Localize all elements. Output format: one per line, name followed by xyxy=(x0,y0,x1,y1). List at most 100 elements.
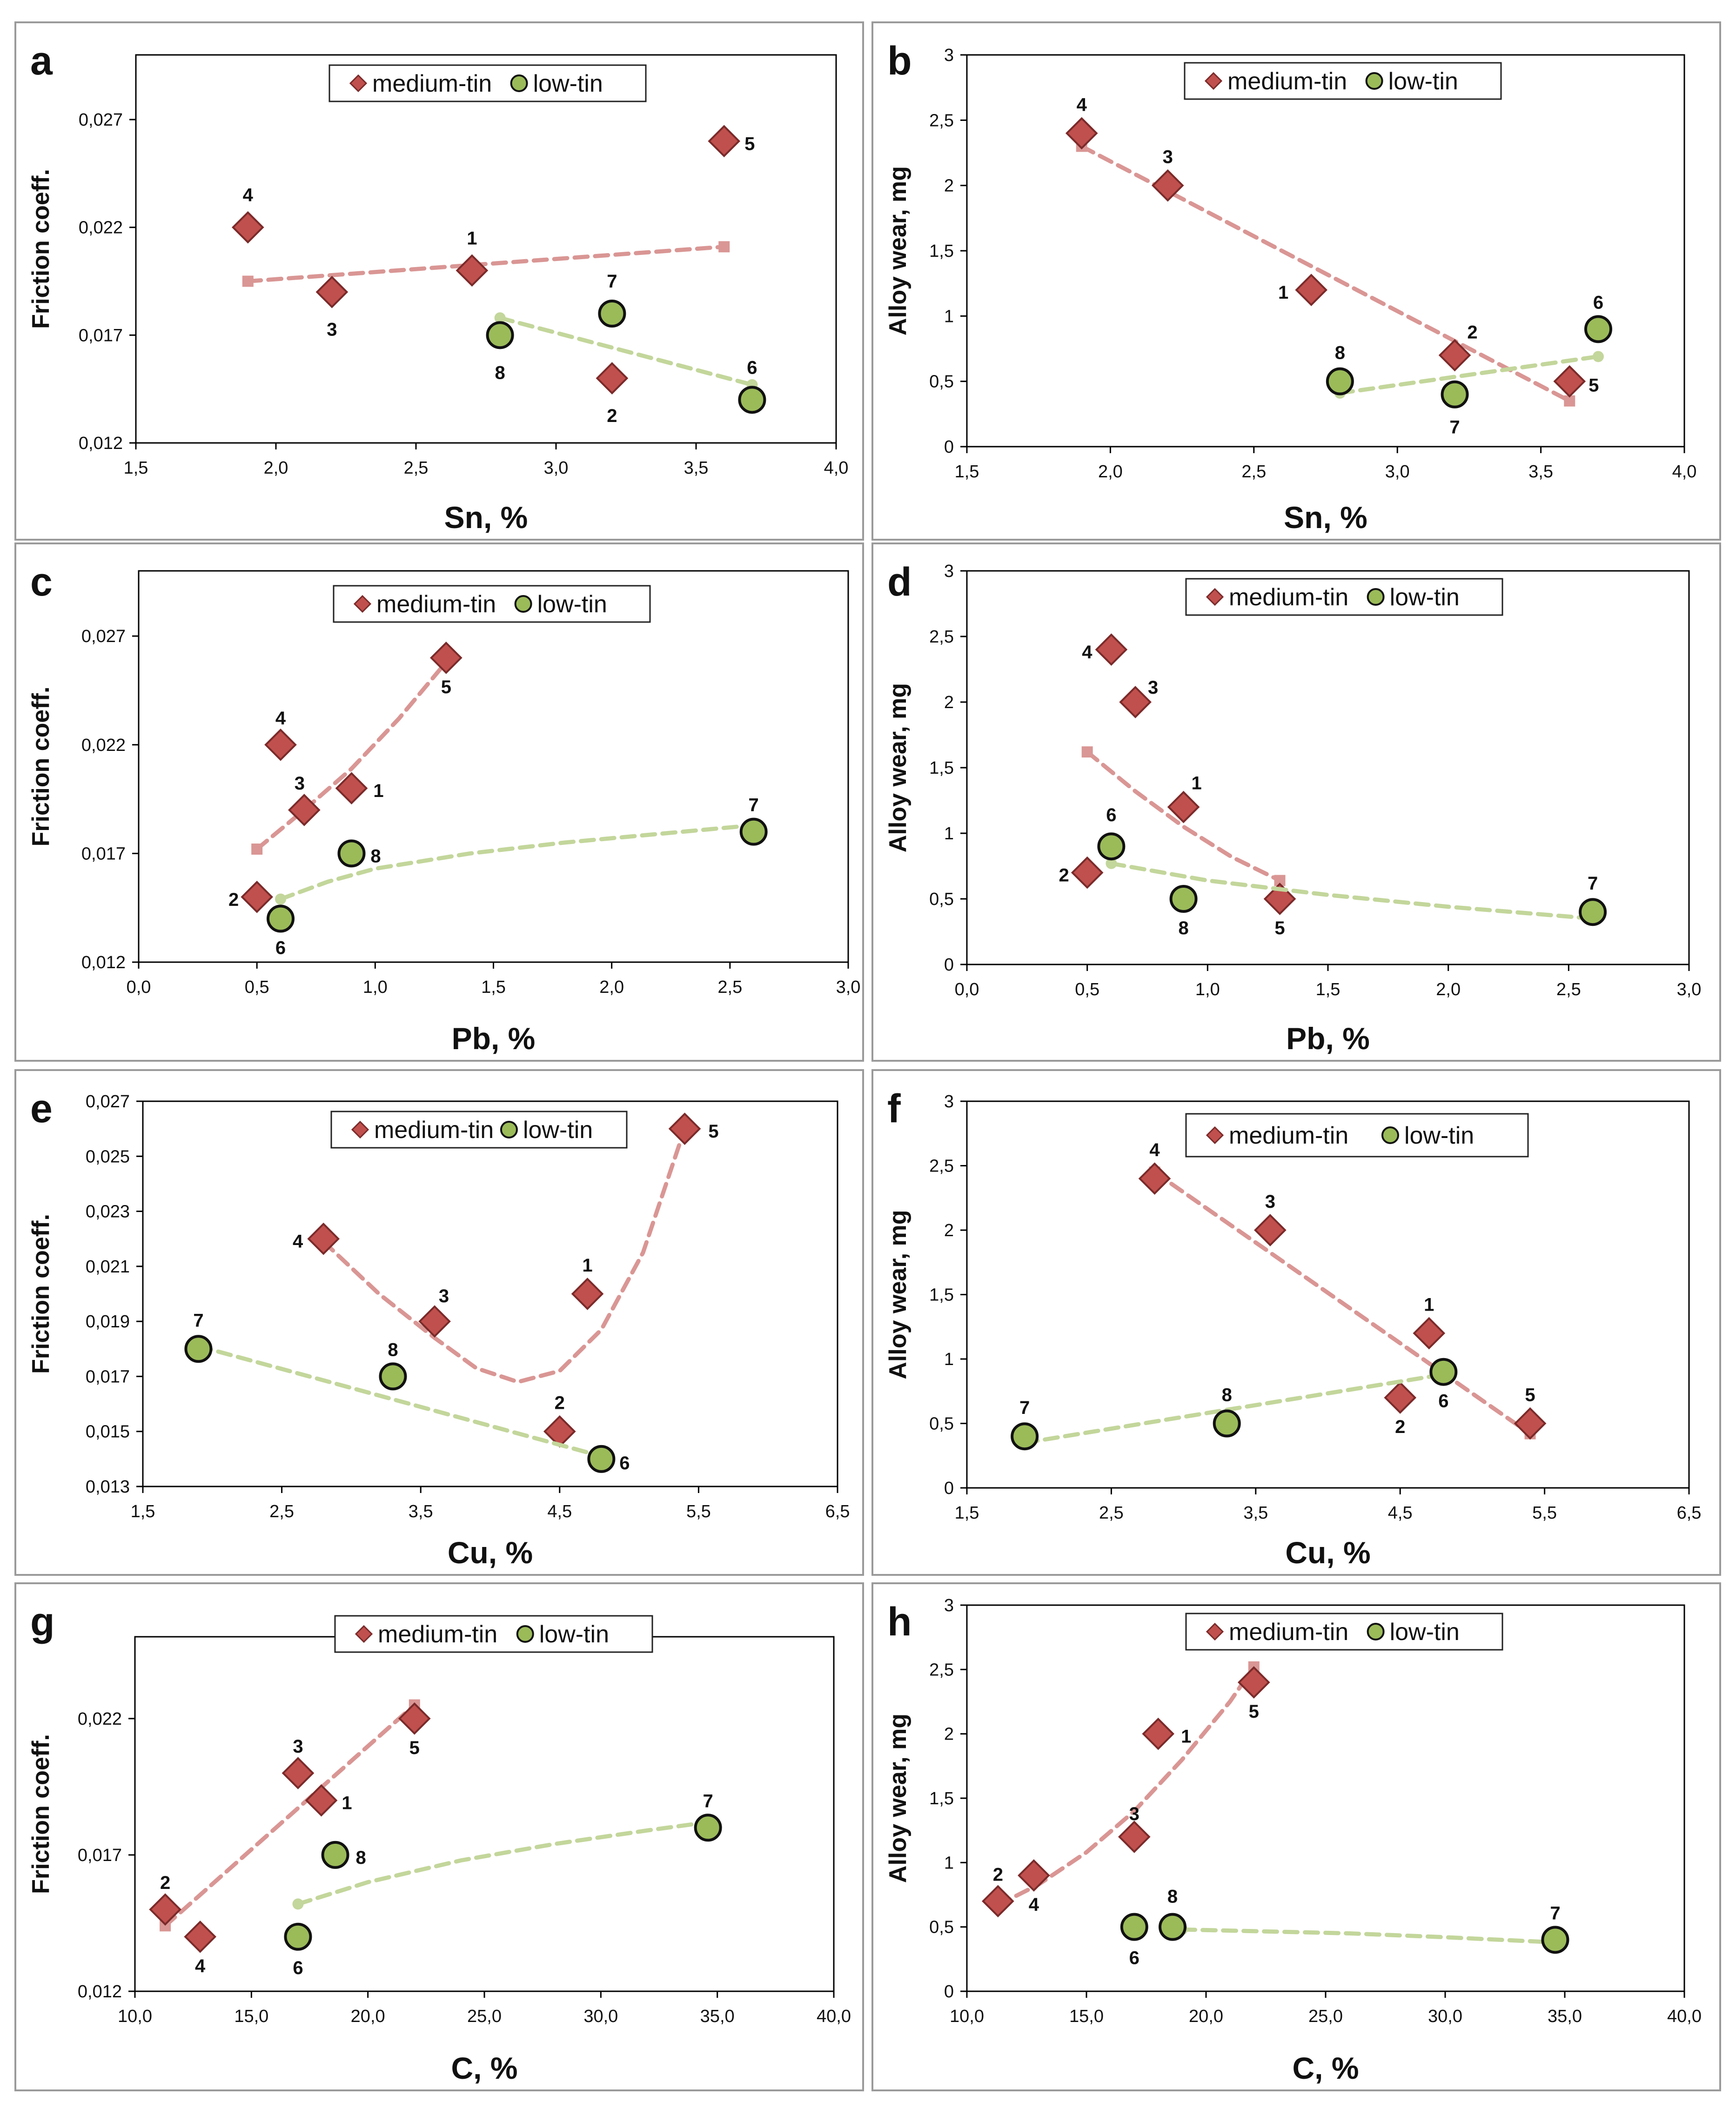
y-tick-label: 0,015 xyxy=(86,1422,130,1442)
x-tick-label: 2,0 xyxy=(1098,462,1123,482)
data-point-medium-3 xyxy=(1151,169,1184,202)
panel-letter: a xyxy=(30,39,53,83)
x-tick-label: 4,5 xyxy=(1388,1503,1413,1523)
y-tick-label: 0 xyxy=(944,1479,954,1498)
legend-marker-medium xyxy=(355,1625,373,1643)
data-point-medium-2 xyxy=(981,1885,1014,1918)
point-label: 6 xyxy=(275,938,286,958)
data-point-low-7 xyxy=(739,817,768,846)
y-axis-title: Alloy wear, mg xyxy=(885,166,912,335)
legend-marker-low xyxy=(500,1121,518,1138)
x-tick-label: 25,0 xyxy=(1308,2007,1343,2026)
data-point-low-8 xyxy=(1159,1913,1187,1941)
legend-label-low: low-tin xyxy=(537,591,607,618)
data-point-medium-1 xyxy=(335,772,368,805)
point-label: 8 xyxy=(370,846,381,866)
x-axis-title: C, % xyxy=(1292,2051,1359,2085)
y-tick-label: 0,5 xyxy=(929,1918,954,1937)
data-point-low-7 xyxy=(598,300,626,328)
data-point-medium-4 xyxy=(1095,633,1128,666)
data-point-low-6 xyxy=(1120,1913,1148,1941)
y-tick-label: 2,5 xyxy=(929,1157,954,1176)
panel-letter: g xyxy=(30,1600,55,1644)
legend-marker-low xyxy=(516,1625,534,1643)
data-point-medium-5 xyxy=(430,642,462,674)
x-tick-label: 20,0 xyxy=(1189,2007,1223,2026)
x-tick-label: 35,0 xyxy=(1548,2007,1582,2026)
data-point-medium-3 xyxy=(282,1757,315,1789)
data-point-low-8 xyxy=(337,839,366,868)
data-point-medium-3 xyxy=(315,275,349,308)
data-point-medium-1 xyxy=(571,1278,604,1310)
y-tick-label: 0,017 xyxy=(79,326,123,345)
trend-endpoint xyxy=(242,275,254,287)
data-point-medium-4 xyxy=(1138,1162,1171,1195)
point-label: 8 xyxy=(1222,1385,1232,1406)
legend-label-medium: medium-tin xyxy=(1229,1122,1348,1149)
x-axis-title: Sn, % xyxy=(444,500,528,535)
data-point-medium-2 xyxy=(1071,856,1104,889)
data-point-medium-1 xyxy=(305,1784,338,1817)
chart-e: e 0,013 0,015 0,017 0,019 0,021 0,023 0,025 0,02… xyxy=(27,1086,850,1570)
legend-label-medium: medium-tin xyxy=(1227,68,1347,95)
y-tick-label: 0,012 xyxy=(79,434,123,453)
data-point-low-7 xyxy=(694,1814,722,1842)
data-point-medium-4 xyxy=(1018,1859,1050,1892)
chart-f: f 0 0,5 1 1,5 2 2,5 3 1,5 2,5 3,5 4,5 5,5 6,5 Cu, % All… xyxy=(885,1086,1701,1570)
point-label: 1 xyxy=(582,1255,592,1276)
y-tick-label: 3 xyxy=(944,1092,954,1111)
data-point-low-7 xyxy=(184,1335,213,1363)
trendline-medium-tin xyxy=(246,244,726,283)
legend-box xyxy=(334,1615,653,1653)
point-label: 2 xyxy=(555,1393,565,1413)
legend-label-medium: medium-tin xyxy=(374,1117,494,1144)
x-tick-label: 15,0 xyxy=(234,2007,268,2026)
x-tick-label: 2,0 xyxy=(264,458,288,478)
point-label: 1 xyxy=(467,228,477,248)
point-label: 6 xyxy=(1129,1948,1139,1968)
plot-area xyxy=(966,570,1690,965)
x-tick-label: 6,5 xyxy=(1677,1503,1702,1523)
legend-label-low: low-tin xyxy=(1390,1619,1460,1646)
point-label: 3 xyxy=(1129,1804,1139,1824)
y-tick-label: 0,022 xyxy=(81,736,126,755)
legend-marker-medium xyxy=(353,595,372,613)
y-tick-label: 0 xyxy=(944,437,954,457)
y-tick-label: 3 xyxy=(944,562,954,581)
point-label: 8 xyxy=(495,362,505,383)
point-label: 4 xyxy=(195,1956,206,1976)
trendline-low-tin xyxy=(1109,861,1595,921)
y-tick-label: 2,5 xyxy=(929,1660,954,1680)
x-tick-label: 20,0 xyxy=(351,2007,385,2026)
panel-letter: b xyxy=(887,39,912,83)
point-label: 2 xyxy=(607,406,617,426)
y-tick-label: 2 xyxy=(944,176,954,196)
point-label: 1 xyxy=(1181,1727,1191,1747)
x-tick-label: 40,0 xyxy=(817,2007,851,2026)
panel-letter: e xyxy=(30,1086,53,1131)
legend-box xyxy=(330,1111,628,1149)
y-axis-title: Friction coeff. xyxy=(27,169,54,329)
x-tick-label: 1,5 xyxy=(131,1502,155,1521)
y-tick-label: 3 xyxy=(944,1596,954,1615)
legend-box xyxy=(328,64,647,102)
trendline-low-tin xyxy=(1180,1927,1557,1945)
x-axis-title: Pb, % xyxy=(452,1021,536,1056)
y-tick-label: 2,5 xyxy=(929,627,954,647)
point-label: 3 xyxy=(295,773,305,794)
panel-letter: f xyxy=(887,1086,901,1131)
trendline-low-tin xyxy=(1022,1372,1446,1445)
x-tick-label: 1,0 xyxy=(1195,980,1220,999)
x-tick-label: 4,0 xyxy=(1672,462,1697,482)
point-label: 5 xyxy=(441,677,451,697)
trendline-low-tin xyxy=(296,1820,710,1906)
point-label: 2 xyxy=(1467,322,1477,343)
x-tick-label: 2,0 xyxy=(599,978,624,997)
data-point-medium-5 xyxy=(1237,1666,1270,1699)
y-tick-label: 0,027 xyxy=(86,1092,130,1111)
x-tick-label: 2,5 xyxy=(1556,980,1581,999)
data-point-medium-3 xyxy=(288,794,321,826)
x-tick-label: 3,0 xyxy=(836,978,861,997)
legend-box xyxy=(333,585,651,623)
legend-box xyxy=(1185,578,1503,616)
